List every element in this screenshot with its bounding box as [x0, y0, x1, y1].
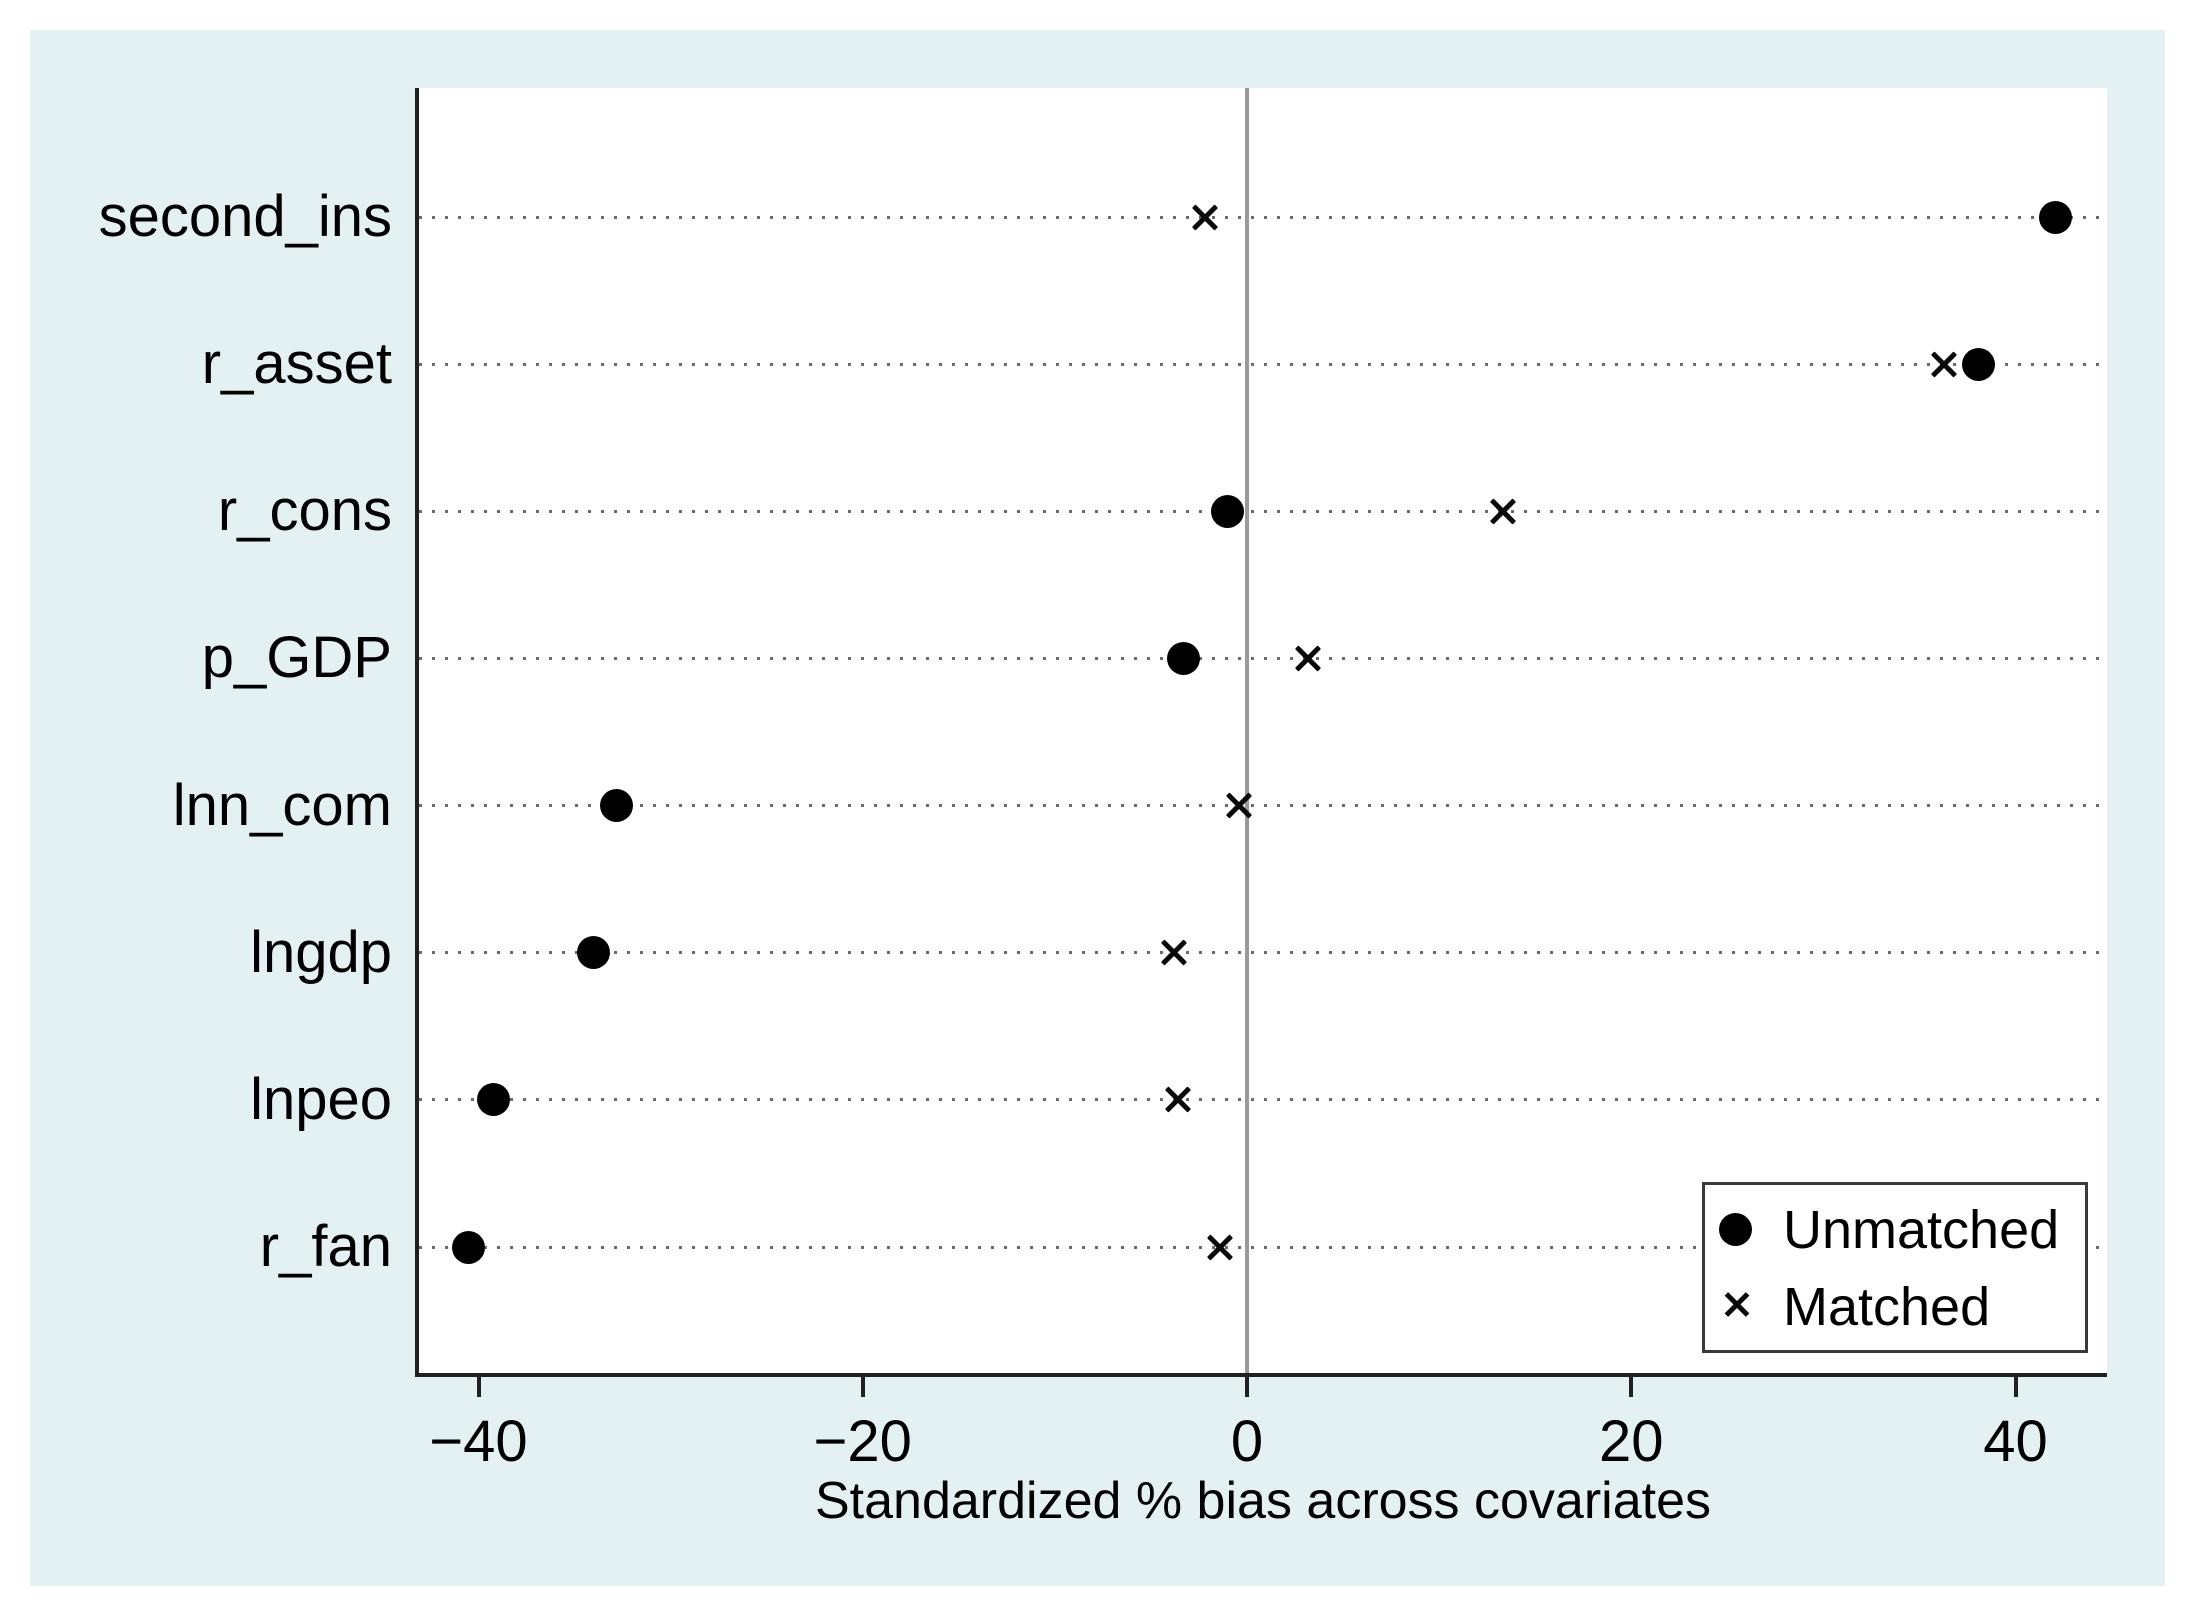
data-point-matched [1491, 499, 1515, 523]
x-tick-mark [476, 1377, 481, 1397]
legend: Unmatched Matched [1702, 1182, 2088, 1353]
gridline [419, 1098, 2107, 1102]
gridline [419, 215, 2107, 219]
y-axis-label: r_fan [259, 1214, 392, 1279]
legend-item-label: Unmatched [1783, 1200, 2060, 1260]
y-axis-label: lnn_com [172, 772, 392, 838]
data-point-matched [1193, 205, 1217, 229]
data-point-unmatched [1211, 494, 1245, 528]
data-point-unmatched [1167, 641, 1201, 675]
filled-circle-icon [1719, 1213, 1752, 1246]
legend-item-label: Matched [1783, 1277, 1991, 1337]
y-axis-label: second_ins [98, 184, 392, 249]
y-axis-label: p_GDP [201, 625, 392, 691]
gridline [419, 951, 2107, 955]
zero-reference-line [1245, 88, 1249, 1373]
data-point-matched [1208, 1235, 1232, 1259]
data-point-matched [1162, 941, 1186, 965]
data-point-unmatched [2039, 200, 2073, 234]
x-axis-title: Standardized % bias across covariates [814, 1472, 1711, 1530]
data-point-unmatched [477, 1083, 511, 1117]
x-tick-label: 40 [1983, 1409, 2048, 1474]
x-tick-label: 20 [1598, 1409, 1664, 1474]
x-tick-mark [1245, 1377, 1249, 1397]
x-tick-label: −40 [429, 1409, 528, 1474]
gridline [419, 656, 2107, 660]
gridline [419, 509, 2107, 513]
gridline [419, 1245, 2107, 1249]
y-axis-label: lngdp [250, 919, 392, 985]
data-point-matched [1932, 352, 1956, 376]
data-point-unmatched [577, 936, 611, 970]
data-point-unmatched [452, 1230, 486, 1264]
y-axis-label: lnpeo [250, 1066, 392, 1132]
data-point-unmatched [600, 789, 634, 823]
data-point-matched [1227, 794, 1251, 818]
plot-area [415, 88, 2107, 1377]
x-tick-mark [860, 1377, 865, 1397]
data-point-matched [1296, 646, 1320, 670]
gridline [419, 804, 2107, 808]
y-axis-label: r_cons [217, 478, 392, 544]
y-axis-label: r_asset [201, 331, 392, 397]
x-tick-mark [1629, 1377, 1634, 1397]
x-tick-label: −20 [813, 1409, 912, 1474]
x-tick-mark [2013, 1377, 2018, 1397]
data-point-matched [1166, 1088, 1190, 1112]
x-marker-icon [1725, 1292, 1749, 1316]
x-tick-label: 0 [1230, 1409, 1264, 1474]
gridline [419, 362, 2107, 366]
data-point-unmatched [1962, 347, 1996, 381]
